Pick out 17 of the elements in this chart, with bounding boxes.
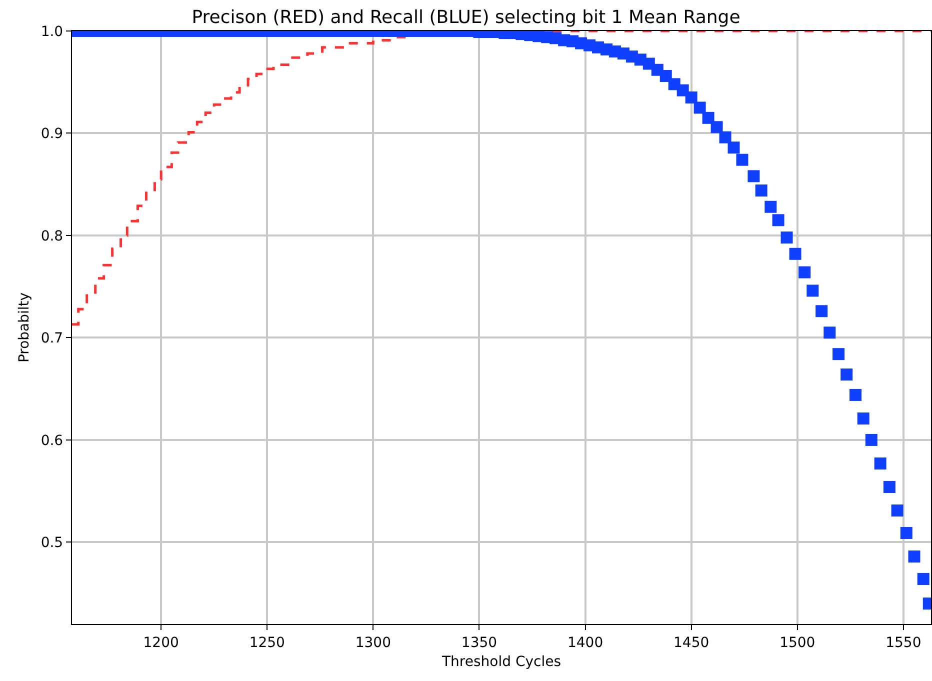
x-tick-label: 1450: [674, 634, 710, 651]
x-axis-title: Threshold Cycles: [441, 654, 561, 670]
y-tick-label: 0.7: [40, 330, 64, 347]
y-tick-label: 0.6: [40, 432, 64, 449]
x-tick-label: 1400: [567, 634, 604, 651]
y-tick-label: 1.0: [40, 24, 64, 40]
x-tick-label: 1350: [461, 634, 498, 651]
x-tick-label: 1250: [249, 634, 285, 651]
y-tick-label: 0.8: [40, 228, 64, 244]
x-tick-label: 1550: [886, 634, 922, 651]
x-tick-label: 1500: [780, 634, 816, 651]
x-tick-label: 1300: [355, 634, 391, 651]
x-tick-label: 1200: [143, 634, 179, 651]
y-tick-label: 0.9: [40, 126, 64, 142]
y-tick-label: 0.5: [40, 535, 64, 552]
y-axis-title: Probabilty: [16, 292, 32, 363]
chart-title: Precison (RED) and Recall (BLUE) selecting bit 1 Mean Range: [192, 6, 740, 28]
